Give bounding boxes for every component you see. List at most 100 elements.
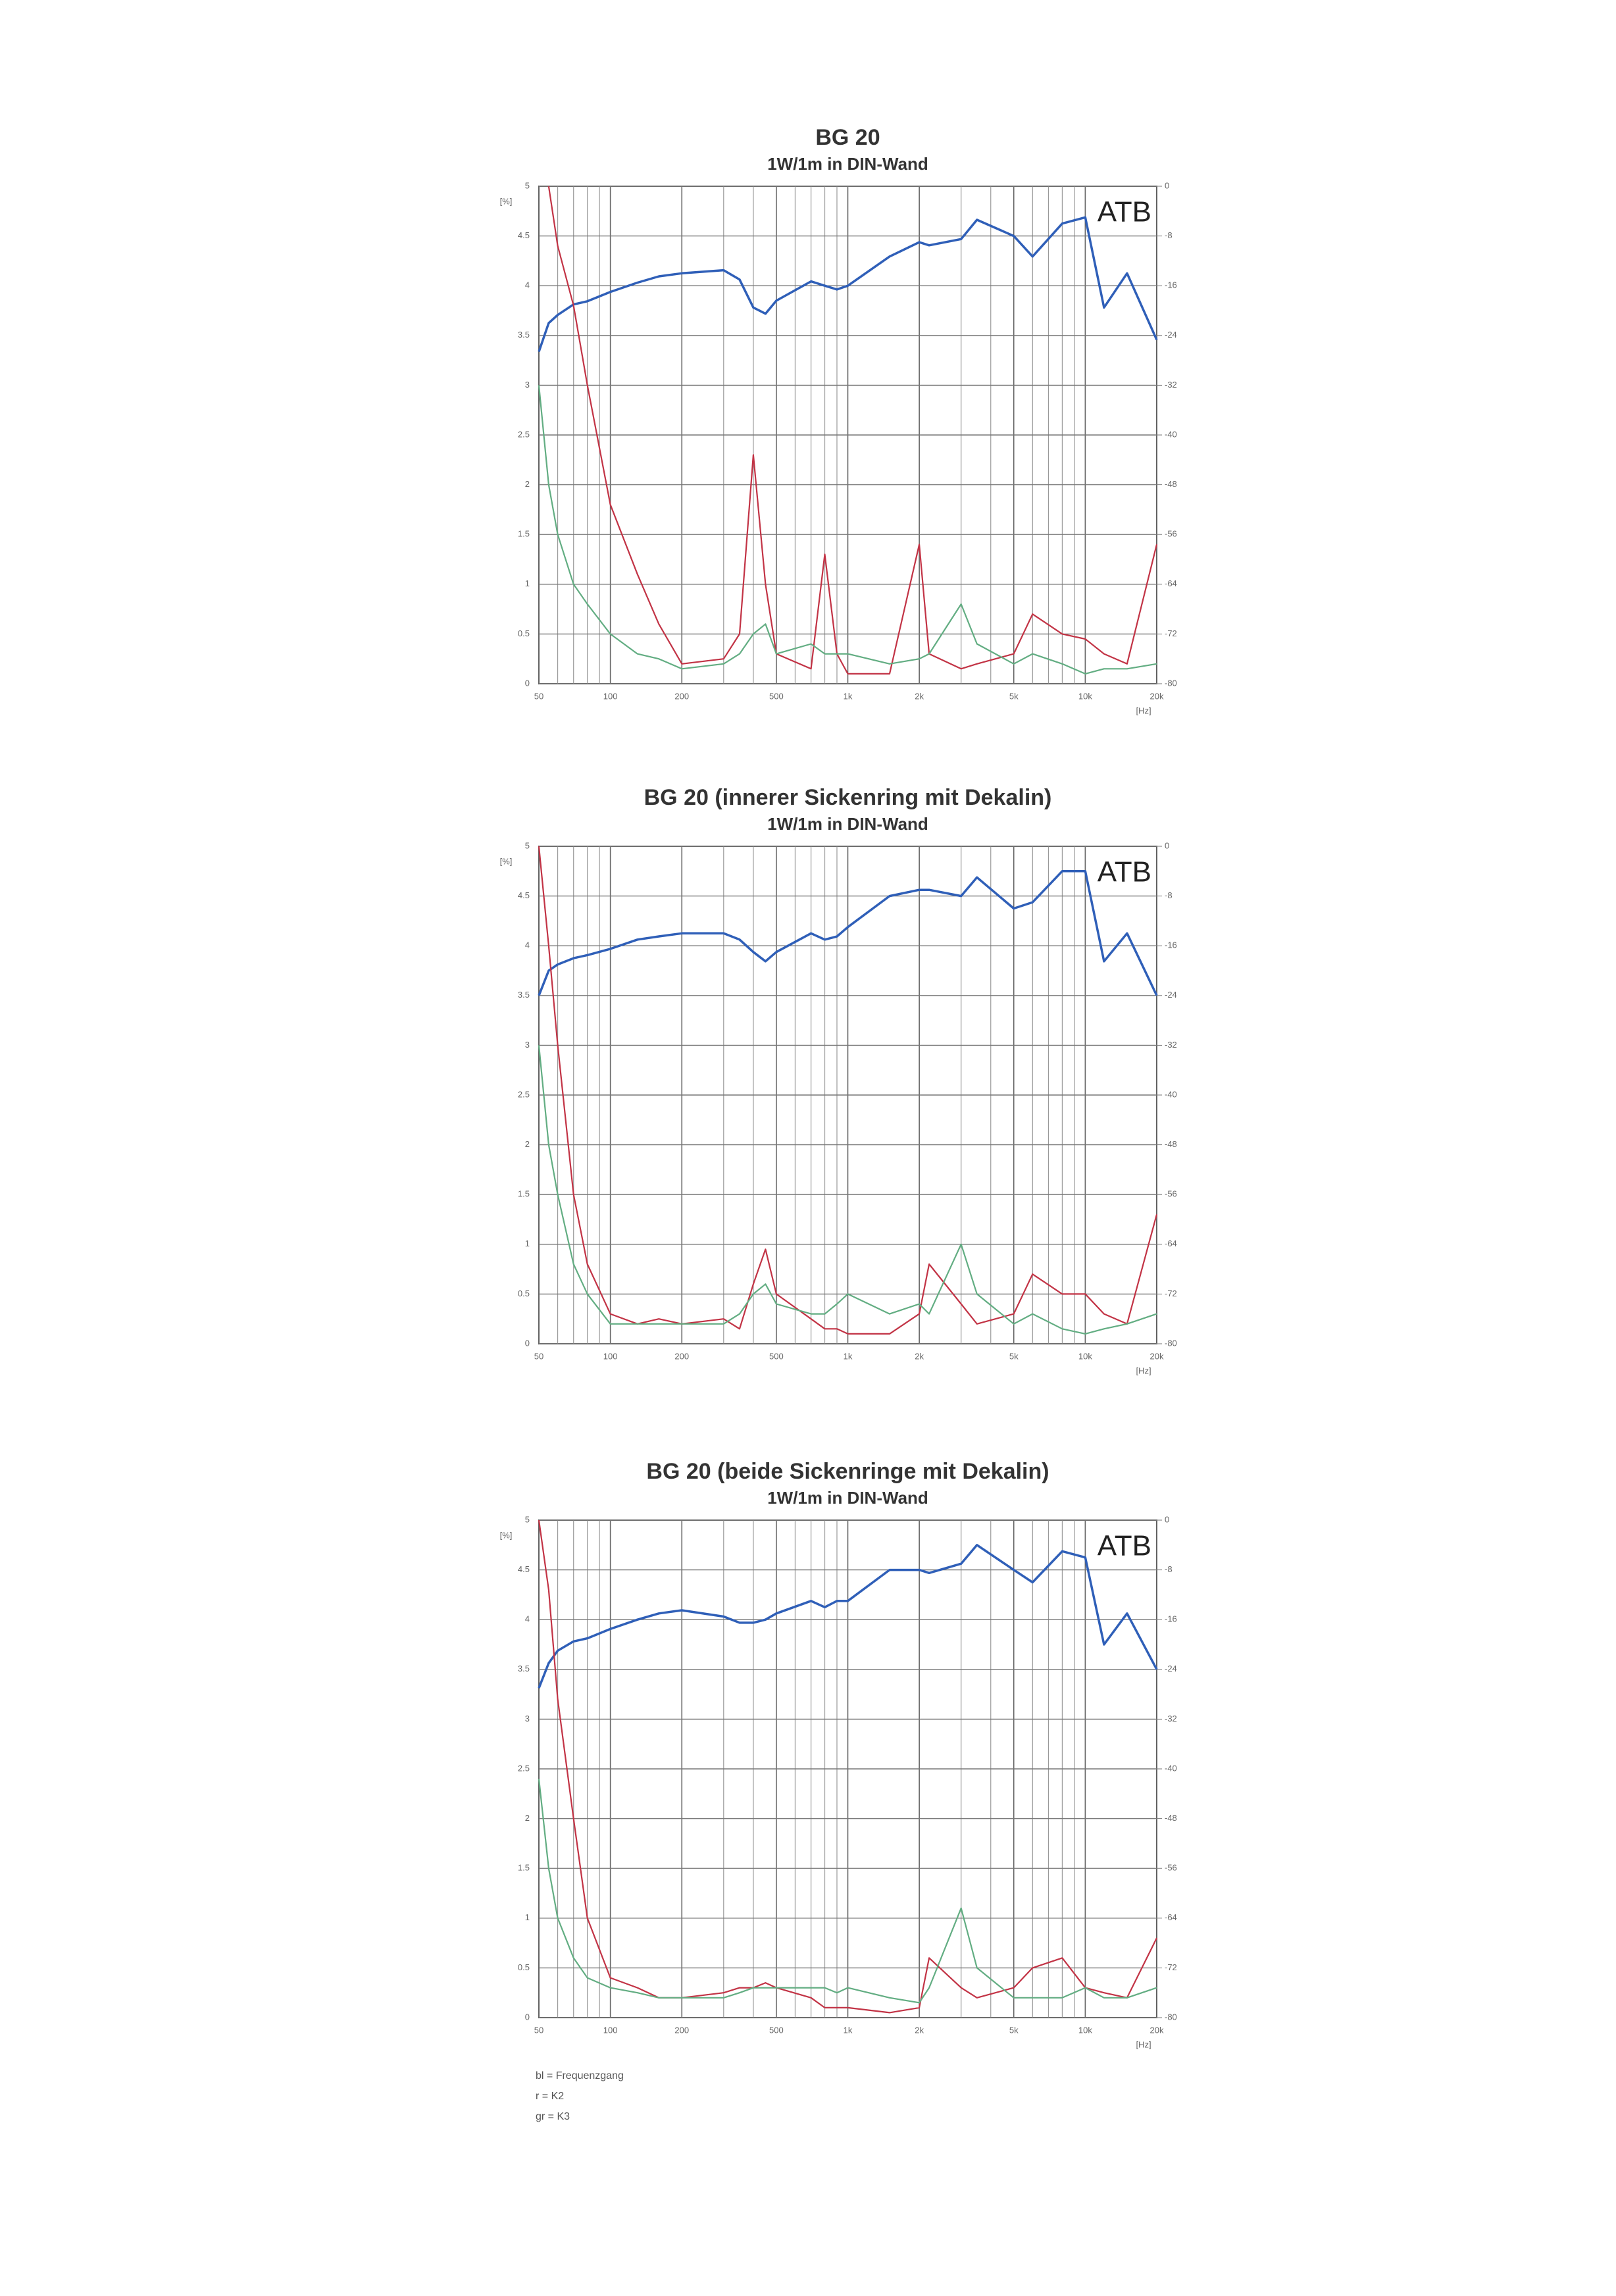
y-tick-label: 4.5 [518, 890, 530, 900]
y2-tick-label: -16 [1165, 280, 1177, 290]
y-tick-label: 1.5 [518, 529, 530, 539]
y-axis-label: [%] [500, 196, 513, 206]
y-tick-label: 2.5 [518, 429, 530, 439]
x-tick-label: 1k [844, 691, 853, 701]
y-tick-label: 1 [525, 1238, 530, 1248]
y-axis-label: [%] [500, 856, 513, 866]
y-tick-label: 1 [525, 578, 530, 588]
y2-tick-label: -56 [1165, 1189, 1177, 1199]
y-tick-label: 5 [525, 1514, 530, 1524]
y2-tick-label: -8 [1165, 1564, 1173, 1574]
y-tick-label: 2.5 [518, 1089, 530, 1099]
x-tick-label: 200 [674, 691, 689, 701]
data-line [538, 1778, 1157, 2004]
legend-note: gr = K3 [536, 2111, 570, 2122]
y2-tick-label: -40 [1165, 429, 1177, 439]
y2-tick-label: 0 [1165, 180, 1169, 190]
chart-subtitle: 1W/1m in DIN-Wand [767, 154, 928, 174]
y-tick-label: 0.5 [518, 628, 530, 638]
y-axis-label: [%] [500, 1530, 513, 1540]
y2-tick-label: -80 [1165, 678, 1177, 688]
x-tick-label: 200 [674, 2025, 689, 2035]
x-tick-label: 500 [769, 2025, 784, 2035]
y2-tick-label: -48 [1165, 1139, 1177, 1149]
y2-tick-label: 0 [1165, 1514, 1169, 1524]
y2-tick-label: -16 [1165, 1614, 1177, 1624]
x-tick-label: 10k [1078, 2025, 1092, 2035]
y2-tick-label: -24 [1165, 330, 1177, 340]
y-tick-label: 2 [525, 1813, 530, 1823]
watermark: ATB [1098, 1530, 1151, 1562]
chart: BG 20 (innerer Sickenring mit Dekalin) 1W… [500, 785, 1177, 1375]
x-tick-label: 10k [1078, 1351, 1092, 1361]
data-line [538, 1519, 1157, 2014]
y2-tick-label: -64 [1165, 1912, 1177, 1922]
y2-tick-label: 0 [1165, 840, 1169, 850]
y2-tick-label: -24 [1165, 990, 1177, 1000]
y-tick-label: 5 [525, 840, 530, 850]
chart-subtitle: 1W/1m in DIN-Wand [767, 1488, 928, 1508]
x-tick-label: 20k [1150, 691, 1164, 701]
data-line [538, 1544, 1158, 1689]
y-tick-label: 0 [525, 2012, 530, 2022]
x-tick-label: 1k [844, 1351, 853, 1361]
x-tick-label: 50 [534, 2025, 543, 2035]
y2-tick-label: -80 [1165, 1338, 1177, 1348]
x-tick-label: 50 [534, 691, 543, 701]
y-tick-label: 0.5 [518, 1962, 530, 1972]
y2-tick-label: -8 [1165, 230, 1173, 240]
x-tick-label: 500 [769, 1351, 784, 1361]
y2-tick-label: -16 [1165, 940, 1177, 950]
y2-tick-label: -32 [1165, 380, 1177, 390]
data-line [538, 846, 1158, 1335]
y-tick-label: 0.5 [518, 1288, 530, 1298]
data-line [547, 186, 1158, 675]
y2-tick-label: -40 [1165, 1089, 1177, 1099]
y-tick-label: 3 [525, 1714, 530, 1723]
x-tick-label: 5k [1009, 2025, 1019, 2035]
y-tick-label: 3 [525, 1040, 530, 1050]
chart-subtitle: 1W/1m in DIN-Wand [767, 814, 928, 834]
x-tick-label: 5k [1009, 1351, 1019, 1361]
y-tick-label: 3.5 [518, 330, 530, 340]
x-tick-label: 20k [1150, 2025, 1164, 2035]
y-tick-label: 4.5 [518, 1564, 530, 1574]
y-tick-label: 1 [525, 1912, 530, 1922]
y-tick-label: 2 [525, 1139, 530, 1149]
y2-tick-label: -40 [1165, 1763, 1177, 1773]
chart-title: BG 20 [815, 125, 880, 150]
data-line [538, 870, 1158, 996]
x-tick-label: 500 [769, 691, 784, 701]
y2-tick-label: -48 [1165, 1813, 1177, 1823]
x-tick-label: 10k [1078, 691, 1092, 701]
y2-tick-label: -80 [1165, 2012, 1177, 2022]
y-tick-label: 3 [525, 380, 530, 390]
x-tick-label: 200 [674, 1351, 689, 1361]
y2-tick-label: -32 [1165, 1040, 1177, 1050]
chart-title: BG 20 (beide Sickenringe mit Dekalin) [646, 1459, 1049, 1484]
y-tick-label: 4.5 [518, 230, 530, 240]
x-tick-label: 2k [915, 691, 924, 701]
y2-tick-label: -56 [1165, 529, 1177, 539]
legend-note: bl = Frequenzgang [536, 2070, 624, 2081]
x-axis-label: [Hz] [1136, 705, 1151, 715]
y-tick-label: 0 [525, 678, 530, 688]
y-tick-label: 5 [525, 180, 530, 190]
watermark: ATB [1098, 196, 1151, 228]
y-tick-label: 1.5 [518, 1189, 530, 1199]
y-tick-label: 4 [525, 1614, 530, 1624]
x-tick-label: 2k [915, 1351, 924, 1361]
y-tick-label: 0 [525, 1338, 530, 1348]
y-tick-label: 3.5 [518, 990, 530, 1000]
x-tick-label: 100 [603, 1351, 618, 1361]
y-tick-label: 4 [525, 280, 530, 290]
y2-tick-label: -56 [1165, 1863, 1177, 1873]
y2-tick-label: -64 [1165, 578, 1177, 588]
x-tick-label: 100 [603, 2025, 618, 2035]
y-tick-label: 4 [525, 940, 530, 950]
y2-tick-label: -72 [1165, 628, 1177, 638]
x-tick-label: 100 [603, 691, 618, 701]
x-tick-label: 2k [915, 2025, 924, 2035]
